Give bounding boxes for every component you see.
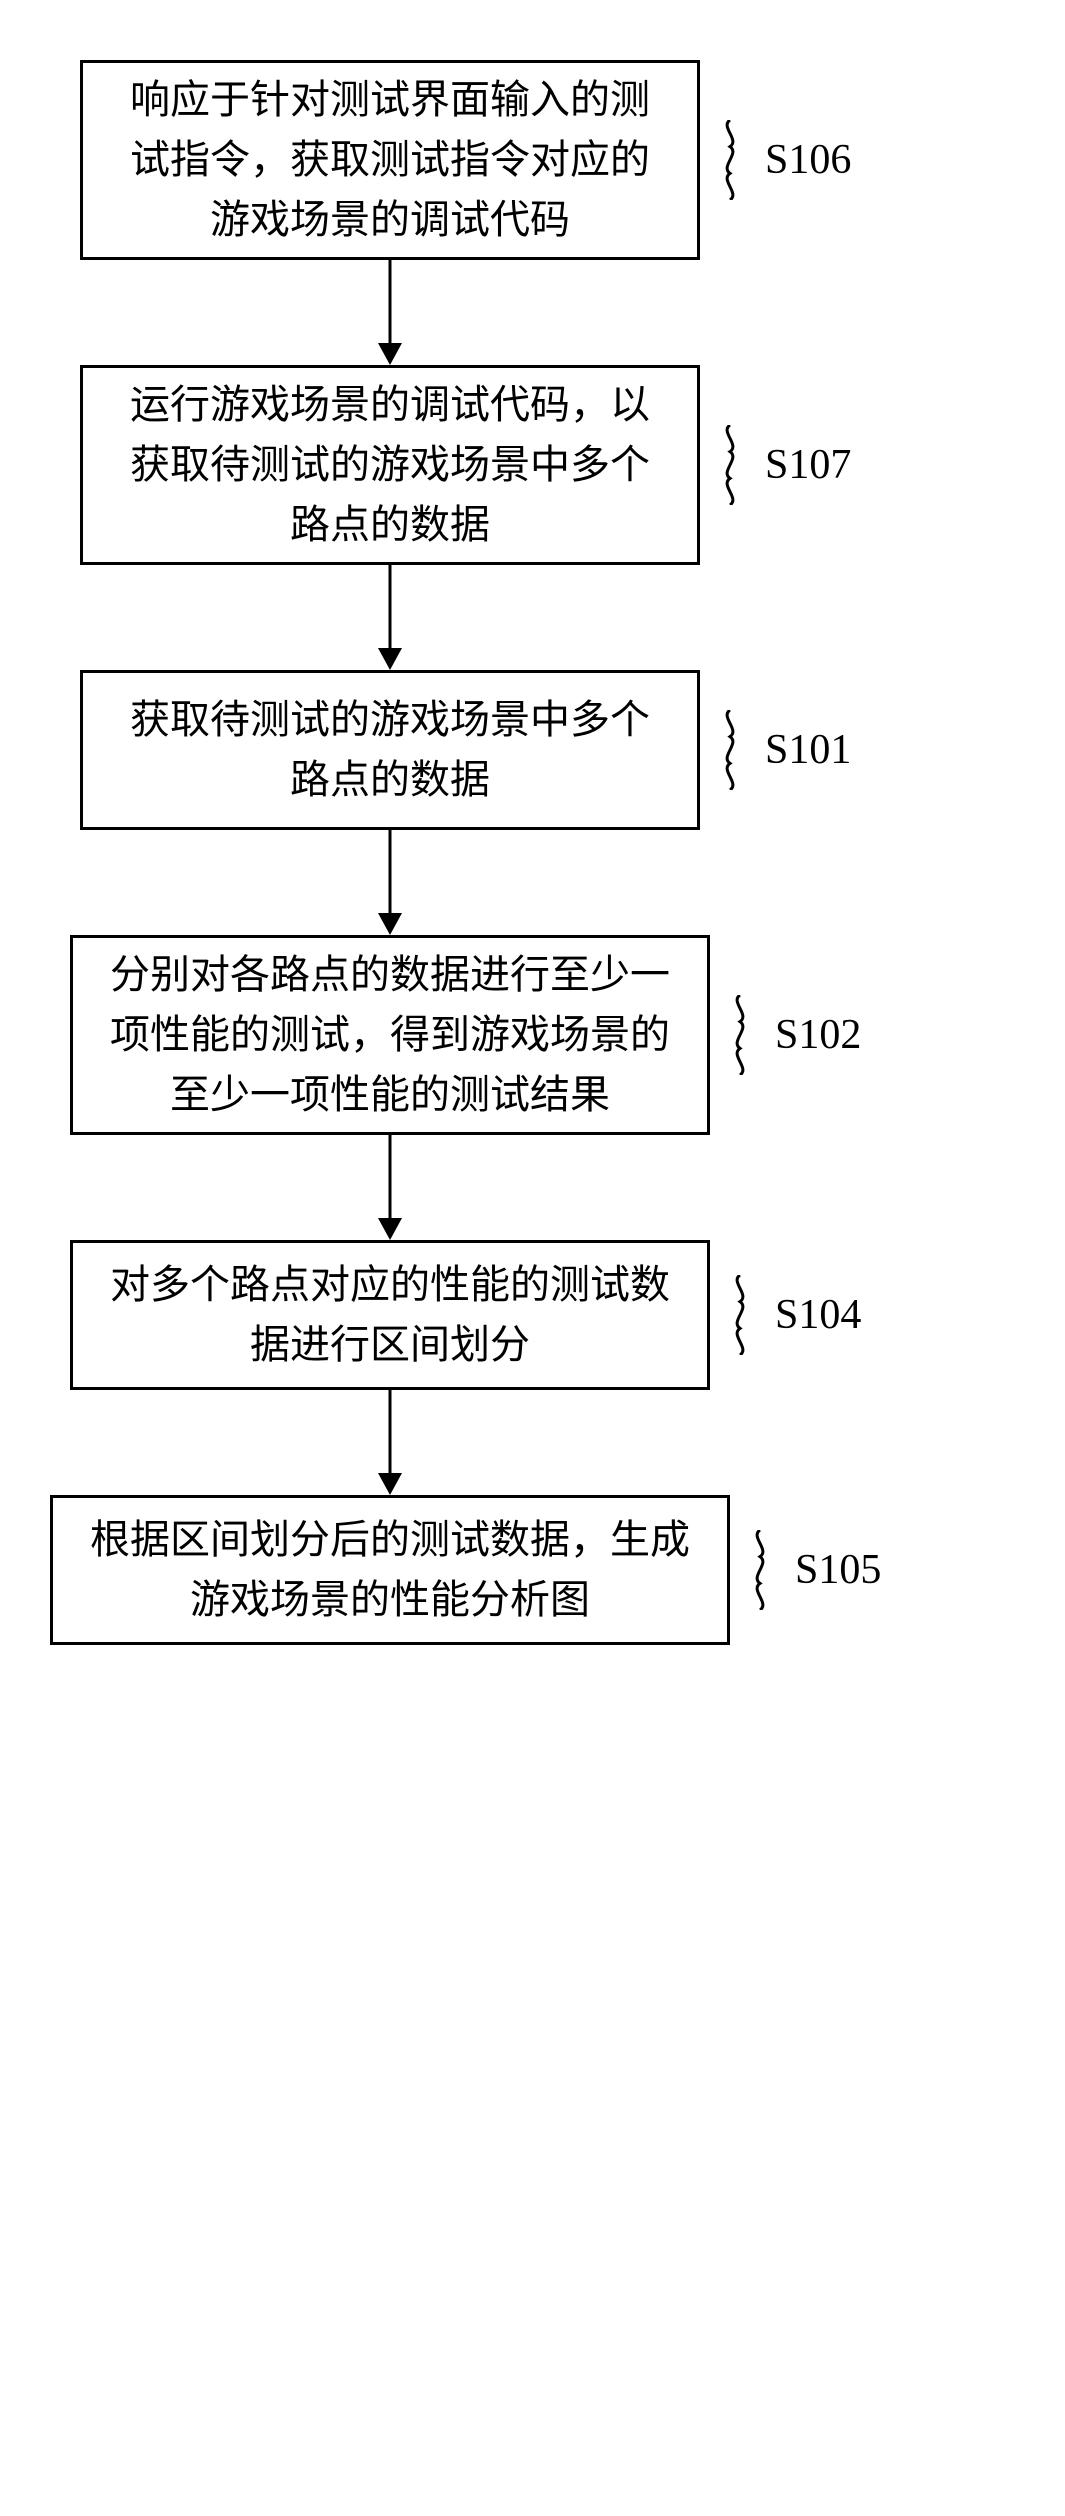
arrow-down	[50, 830, 1015, 935]
step-text: 获取待测试的游戏场景中多个路点的数据	[113, 690, 667, 810]
label-connector	[725, 1275, 755, 1355]
label-connector	[715, 710, 745, 790]
label-connector	[715, 425, 745, 505]
flowchart-step-s101: 获取待测试的游戏场景中多个路点的数据 S101	[50, 670, 1015, 830]
label-connector	[725, 995, 755, 1075]
step-text: 分别对各路点的数据进行至少一项性能的测试，得到游戏场景的至少一项性能的测试结果	[103, 945, 677, 1125]
wave-connector	[715, 710, 745, 790]
flowchart-step-s105: 根据区间划分后的测试数据，生成游戏场景的性能分析图 S105	[50, 1495, 1015, 1645]
step-label: S107	[765, 441, 851, 489]
step-label: S106	[765, 136, 851, 184]
wave-connector	[715, 425, 745, 505]
arrow-down	[50, 1135, 1015, 1240]
step-box: 分别对各路点的数据进行至少一项性能的测试，得到游戏场景的至少一项性能的测试结果	[70, 935, 710, 1135]
flowchart: 响应于针对测试界面输入的测试指令，获取测试指令对应的游戏场景的调试代码 S106 运…	[50, 60, 1015, 1645]
step-box: 获取待测试的游戏场景中多个路点的数据	[80, 670, 700, 830]
step-label: S101	[765, 726, 851, 774]
wave-connector	[725, 1275, 755, 1355]
step-text: 根据区间划分后的测试数据，生成游戏场景的性能分析图	[83, 1510, 697, 1630]
step-text: 对多个路点对应的性能的测试数据进行区间划分	[103, 1255, 677, 1375]
wave-connector	[715, 120, 745, 200]
step-box: 运行游戏场景的调试代码，以获取待测试的游戏场景中多个路点的数据	[80, 365, 700, 565]
flowchart-step-s102: 分别对各路点的数据进行至少一项性能的测试，得到游戏场景的至少一项性能的测试结果 S…	[50, 935, 1015, 1135]
arrow-down	[50, 1390, 1015, 1495]
step-text: 运行游戏场景的调试代码，以获取待测试的游戏场景中多个路点的数据	[113, 375, 667, 555]
label-connector	[745, 1530, 775, 1610]
arrow-down	[50, 260, 1015, 365]
wave-connector	[725, 995, 755, 1075]
label-connector	[715, 120, 745, 200]
step-box: 响应于针对测试界面输入的测试指令，获取测试指令对应的游戏场景的调试代码	[80, 60, 700, 260]
step-label: S104	[775, 1291, 861, 1339]
step-label: S105	[795, 1546, 881, 1594]
flowchart-step-s106: 响应于针对测试界面输入的测试指令，获取测试指令对应的游戏场景的调试代码 S106	[50, 60, 1015, 260]
step-text: 响应于针对测试界面输入的测试指令，获取测试指令对应的游戏场景的调试代码	[113, 70, 667, 250]
flowchart-step-s104: 对多个路点对应的性能的测试数据进行区间划分 S104	[50, 1240, 1015, 1390]
wave-connector	[745, 1530, 775, 1610]
step-label: S102	[775, 1011, 861, 1059]
flowchart-step-s107: 运行游戏场景的调试代码，以获取待测试的游戏场景中多个路点的数据 S107	[50, 365, 1015, 565]
step-box: 根据区间划分后的测试数据，生成游戏场景的性能分析图	[50, 1495, 730, 1645]
arrow-down	[50, 565, 1015, 670]
step-box: 对多个路点对应的性能的测试数据进行区间划分	[70, 1240, 710, 1390]
